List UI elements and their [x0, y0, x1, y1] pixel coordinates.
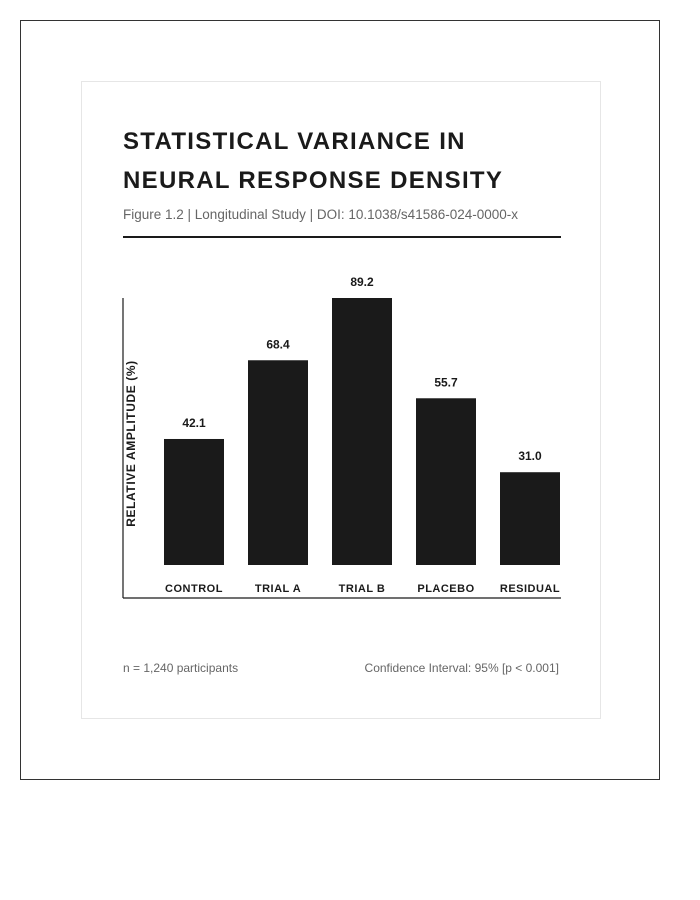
bar-chart: RELATIVE AMPLITUDE (%) 42.1 CONTROL 68.4 TRI… — [122, 275, 561, 599]
bar-trial-a — [248, 360, 308, 565]
value-label-trial-a: 68.4 — [266, 337, 290, 351]
value-label-placebo: 55.7 — [434, 375, 458, 389]
chart-title-line-2: NEURAL RESPONSE DENSITY — [123, 167, 504, 194]
confidence-interval-note: Confidence Interval: 95% [p < 0.001] — [364, 661, 559, 675]
value-label-control: 42.1 — [182, 416, 206, 430]
category-label-residual: RESIDUAL — [500, 583, 560, 595]
bar-placebo — [416, 398, 476, 565]
value-label-residual: 31.0 — [518, 449, 542, 463]
y-axis-label: RELATIVE AMPLITUDE (%) — [124, 360, 138, 527]
category-label-trial-a: TRIAL A — [255, 583, 301, 595]
outer-frame — [20, 20, 660, 780]
chart-title-line-1: STATISTICAL VARIANCE IN — [123, 128, 466, 155]
bar-control — [164, 438, 224, 565]
bar-residual — [500, 472, 560, 565]
category-label-placebo: PLACEBO — [417, 583, 474, 595]
chart-subtitle: Figure 1.2 | Longitudinal Study | DOI: 1… — [123, 207, 519, 222]
category-label-control: CONTROL — [165, 583, 223, 595]
chart-title: STATISTICAL VARIANCE IN NEURAL RESPONSE … — [123, 122, 563, 200]
sample-size-note: n = 1,240 participants — [123, 661, 239, 675]
value-label-trial-b: 89.2 — [350, 275, 374, 289]
figure-card: STATISTICAL VARIANCE IN NEURAL RESPONSE … — [81, 81, 601, 719]
title-divider — [123, 236, 561, 238]
category-label-trial-b: TRIAL B — [339, 583, 386, 595]
bar-trial-b — [332, 298, 392, 565]
